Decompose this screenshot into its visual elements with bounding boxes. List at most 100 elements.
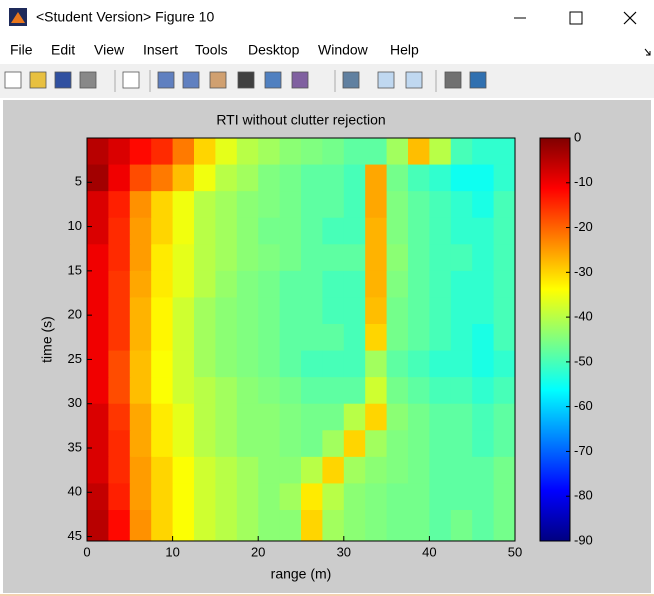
heatmap-cell <box>429 324 451 351</box>
heatmap-cell <box>237 510 259 542</box>
toolbar-button[interactable] <box>5 72 21 88</box>
heatmap-cell <box>365 297 387 324</box>
heatmap-cell <box>322 165 344 192</box>
heatmap-cell <box>494 271 516 298</box>
heatmap-cell <box>408 457 430 484</box>
chart-title: RTI without clutter rejection <box>216 112 385 128</box>
menu-item[interactable]: Window <box>318 42 369 58</box>
heatmap-cell <box>322 138 344 165</box>
y-tick-label: 30 <box>68 395 82 410</box>
heatmap-cell <box>451 297 473 324</box>
heatmap-cell <box>215 430 237 457</box>
heatmap-cell <box>194 483 216 510</box>
heatmap-cell <box>194 271 216 298</box>
heatmap-cell <box>429 244 451 271</box>
colorbar-tick-label: -30 <box>574 264 593 279</box>
toolbar-button[interactable] <box>343 72 359 88</box>
heatmap-cell <box>451 271 473 298</box>
toolbar-button[interactable] <box>470 72 486 88</box>
toolbar-button[interactable] <box>210 72 226 88</box>
heatmap-cell <box>173 510 195 542</box>
heatmap-cell <box>408 191 430 218</box>
colorbar-tick-label: -20 <box>574 219 593 234</box>
heatmap-cell <box>173 218 195 245</box>
heatmap-cell <box>322 351 344 378</box>
heatmap-cell <box>173 244 195 271</box>
heatmap-cell <box>301 297 323 324</box>
heatmap-cell <box>173 377 195 404</box>
toolbar-button[interactable] <box>406 72 422 88</box>
heatmap-cell <box>108 191 130 218</box>
heatmap-cell <box>215 271 237 298</box>
menu-item[interactable]: View <box>94 42 125 58</box>
heatmap-cell <box>258 165 280 192</box>
colorbar-tick-label: -10 <box>574 174 593 189</box>
heatmap-cell <box>151 430 173 457</box>
heatmap-cell <box>87 165 109 192</box>
heatmap-cell <box>173 324 195 351</box>
menu-item[interactable]: Desktop <box>248 42 300 58</box>
heatmap-cell <box>130 244 152 271</box>
menu-item[interactable]: Help <box>390 42 419 58</box>
heatmap-cell <box>194 165 216 192</box>
heatmap-cell <box>173 430 195 457</box>
heatmap-cell <box>344 138 366 165</box>
x-tick-label: 30 <box>337 544 351 559</box>
heatmap-cell <box>151 297 173 324</box>
heatmap-cell <box>408 165 430 192</box>
menu-item[interactable]: Tools <box>195 42 228 58</box>
colorbar-tick-label: 0 <box>574 129 581 144</box>
heatmap-cell <box>280 510 302 542</box>
heatmap-cell <box>87 430 109 457</box>
heatmap-cell <box>322 297 344 324</box>
heatmap-cell <box>387 218 409 245</box>
heatmap-cell <box>472 165 494 192</box>
heatmap-cell <box>472 218 494 245</box>
menu-item[interactable]: File <box>10 42 33 58</box>
heatmap-cell <box>173 165 195 192</box>
heatmap-cell <box>301 218 323 245</box>
heatmap-cell <box>108 244 130 271</box>
heatmap-cell <box>215 351 237 378</box>
heatmap-cell <box>130 483 152 510</box>
heatmap-cell <box>472 297 494 324</box>
toolbar-button[interactable] <box>158 72 174 88</box>
heatmap-cell <box>472 244 494 271</box>
menu-bar: File Edit View Insert Tools Desktop Window Help <box>10 42 419 58</box>
heatmap-cell <box>215 324 237 351</box>
toolbar-button[interactable] <box>183 72 199 88</box>
toolbar-button[interactable] <box>445 72 461 88</box>
menu-item[interactable]: Insert <box>143 42 178 58</box>
toolbar-button[interactable] <box>80 72 96 88</box>
heatmap-cell <box>451 191 473 218</box>
heatmap-cell <box>215 191 237 218</box>
toolbar-button[interactable] <box>55 72 71 88</box>
heatmap-cell <box>237 271 259 298</box>
toolbar-button[interactable] <box>30 72 46 88</box>
heatmap-cell <box>365 271 387 298</box>
menu-item[interactable]: Edit <box>51 42 75 58</box>
heatmap-cell <box>87 351 109 378</box>
heatmap-cell <box>472 404 494 431</box>
heatmap-cell <box>194 377 216 404</box>
colorbar-tick-label: -60 <box>574 398 593 413</box>
x-axis-label: range (m) <box>271 566 332 582</box>
toolbar-button[interactable] <box>378 72 394 88</box>
toolbar-button[interactable] <box>123 72 139 88</box>
y-axis-label: time (s) <box>39 316 55 363</box>
toolbar-button[interactable] <box>292 72 308 88</box>
toolbar-button[interactable] <box>238 72 254 88</box>
heatmap-cell <box>301 324 323 351</box>
toolbar-button[interactable] <box>265 72 281 88</box>
figure-window: <Student Version> Figure 10 FileEditView… <box>0 0 654 596</box>
heatmap-cell <box>344 271 366 298</box>
heatmap-cell <box>344 483 366 510</box>
heatmap-cell <box>151 483 173 510</box>
heatmap-cell <box>494 191 516 218</box>
heatmap-cell <box>215 510 237 542</box>
heatmap-cell <box>322 510 344 542</box>
heatmap-cell <box>173 271 195 298</box>
heatmap-cell <box>280 404 302 431</box>
heatmap-cell <box>215 377 237 404</box>
